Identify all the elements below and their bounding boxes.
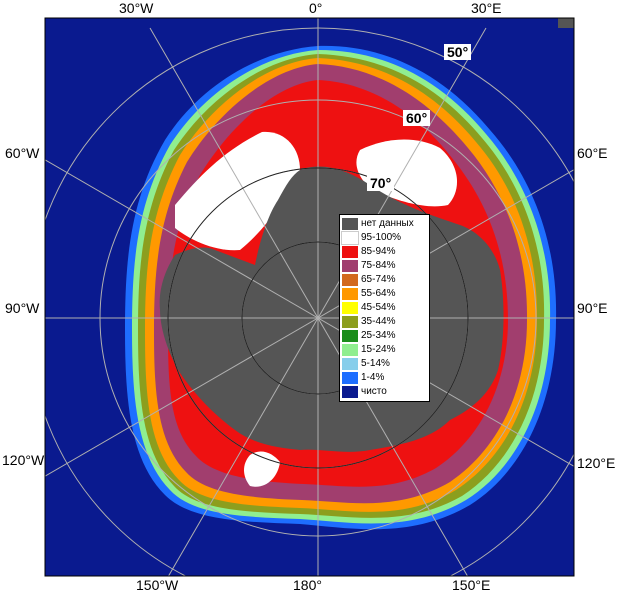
no-data-corner <box>558 18 574 28</box>
legend-item: 75-84% <box>342 260 428 272</box>
legend-item: 1-4% <box>342 372 428 384</box>
legend-label: 15-24% <box>361 344 396 355</box>
lon-label-120e: 120°E <box>577 455 616 471</box>
legend-swatch <box>342 246 358 258</box>
legend-label: 45-54% <box>361 302 396 313</box>
legend-swatch <box>342 330 358 342</box>
legend-label: 95-100% <box>361 232 402 243</box>
map-frame-border <box>44 17 575 577</box>
legend-item: 85-94% <box>342 246 428 258</box>
legend-label: 1-4% <box>361 372 385 383</box>
legend-item: 65-74% <box>342 274 428 286</box>
legend-item: 35-44% <box>342 316 428 328</box>
legend-swatch <box>342 302 358 314</box>
lat-label-70: 70° <box>367 175 395 191</box>
legend-item: 95-100% <box>341 231 428 245</box>
legend-label: чисто <box>361 386 387 397</box>
legend-swatch <box>342 358 358 370</box>
legend-item: 15-24% <box>342 344 428 356</box>
lon-label-30w: 30°W <box>119 0 154 16</box>
lon-label-60e: 60°E <box>577 145 608 161</box>
legend-label: 5-14% <box>361 358 390 369</box>
legend-swatch <box>342 386 358 398</box>
legend-label: 85-94% <box>361 246 396 257</box>
legend-item: 25-34% <box>342 330 428 342</box>
lon-label-30e: 30°E <box>471 0 502 16</box>
legend-label: 25-34% <box>361 330 396 341</box>
legend-item: чисто <box>342 386 428 398</box>
lon-label-180: 180° <box>293 577 322 593</box>
lon-label-0: 0° <box>309 0 323 16</box>
legend-swatch <box>342 316 358 328</box>
legend-item: нет данных <box>342 218 428 230</box>
legend-swatch <box>342 372 358 384</box>
legend-item: 45-54% <box>342 302 428 314</box>
legend-label: нет данных <box>361 218 414 229</box>
lon-label-90e: 90°E <box>577 300 608 316</box>
legend-swatch <box>342 260 358 272</box>
lon-label-150w: 150°W <box>136 577 179 593</box>
legend-item: 5-14% <box>342 358 428 370</box>
legend-label: 65-74% <box>361 274 396 285</box>
lat-label-50: 50° <box>444 44 472 60</box>
legend-swatch <box>342 344 358 356</box>
legend-label: 75-84% <box>361 260 396 271</box>
lon-label-120w: 120°W <box>2 452 45 468</box>
legend-swatch <box>342 288 358 300</box>
concentration-legend: нет данных 95-100% 85-94% 75-84% 65-74% 55-64… <box>339 214 430 402</box>
lon-label-60w: 60°W <box>5 145 40 161</box>
lat-label-60: 60° <box>403 110 431 126</box>
legend-label: 35-44% <box>361 316 396 327</box>
lon-label-150e: 150°E <box>452 577 491 593</box>
legend-swatch <box>342 274 358 286</box>
legend-swatch <box>341 231 359 245</box>
lon-label-90w: 90°W <box>5 300 40 316</box>
legend-swatch <box>342 218 358 230</box>
legend-item: 55-64% <box>342 288 428 300</box>
legend-label: 55-64% <box>361 288 396 299</box>
